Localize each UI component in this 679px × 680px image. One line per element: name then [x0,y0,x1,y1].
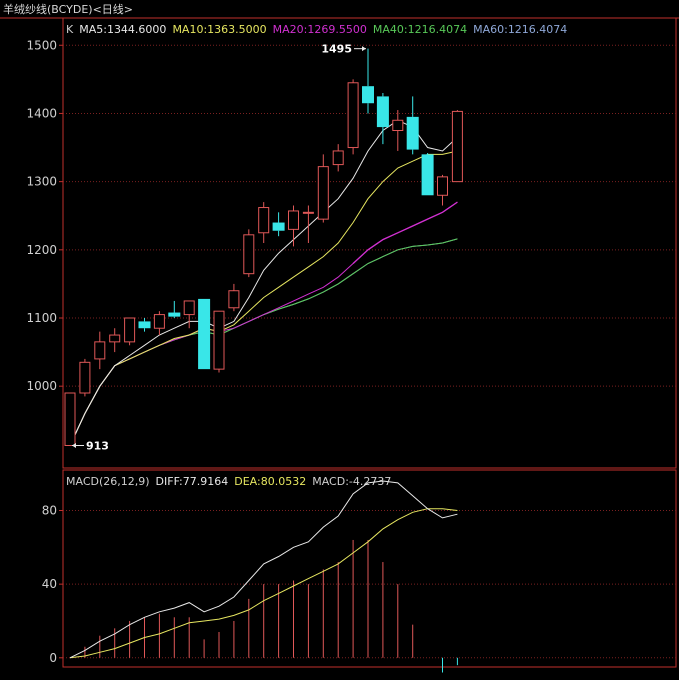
candle [124,317,136,346]
candle-body-up [124,317,136,343]
legend-ma20: MA20:1269.5500 [272,23,367,36]
price-tick-label: 1500 [26,38,57,52]
candle-body-up [302,211,314,214]
candle-body-down [138,321,151,329]
candle [258,202,270,243]
macd-line-diff [69,480,458,659]
candle [272,212,285,237]
candle-body-down [168,312,181,317]
ma-line-ma5 [69,119,458,446]
legend-ma40: MA40:1216.4074 [372,23,468,36]
legend-ma5: MA5:1344.6000 [79,23,167,36]
macd-tick-label: 40 [42,577,57,591]
legend-k: K [66,23,74,36]
price-tick-label: 1000 [26,379,57,393]
chart-title: 羊绒纱线(BCYDE)<日线> [3,3,133,16]
candle-body-up [213,310,225,370]
candle [302,205,314,243]
candle [183,300,195,329]
candle [153,311,165,336]
candle-body-up [347,82,359,149]
candle [347,79,359,155]
legend-diff: DIFF:77.9164 [155,475,229,488]
ma-line-ma20-tail [352,201,458,264]
legend-ma10: MA10:1363.5000 [172,23,267,36]
low-arrow-head [72,443,76,448]
candle-body-up [183,300,195,316]
price-tick-label: 1200 [26,243,57,257]
candle [437,174,448,206]
high-label: 1495 [321,43,352,56]
candle-body-up [317,166,329,220]
candle [64,392,76,446]
high-arrow-head [362,46,366,52]
candle [213,310,225,373]
candle-body-up [243,234,255,275]
legend-dea: DEA:80.0532 [234,475,307,488]
candle [406,96,419,155]
candle-body-up [332,150,344,166]
macd-tick-label: 0 [49,651,57,665]
candle-body-up [79,361,91,394]
candle [332,144,344,172]
candle [94,331,106,370]
price-tick-label: 1300 [26,175,57,189]
low-label: 913 [86,440,109,453]
price-legend: K MA5:1344.6000 MA10:1363.5000 MA20:1269.55… [66,23,573,36]
candle-body-up [451,110,463,183]
candle [138,318,151,332]
candle-body-up [392,119,404,132]
candle [362,48,374,114]
candle-body-up [109,334,121,343]
candle-body-up [288,210,299,230]
candle [243,229,255,278]
candle [317,154,329,223]
candle-body-down [376,96,389,128]
ma-line-ma10 [69,150,458,446]
candle-body-down [421,154,434,196]
candle-body-down [362,86,374,104]
candle [392,110,404,151]
price-tick-label: 1100 [26,311,57,325]
candle [168,300,181,318]
candle [288,205,299,247]
legend-macd: MACD:-4.2737 [312,475,392,488]
candle-body-down [406,116,419,150]
candle-body-down [198,298,211,370]
macd-tick-label: 80 [42,504,57,518]
legend-ma60: MA60:1216.4074 [473,23,568,36]
candle [109,328,121,353]
candle-body-up [437,176,448,196]
macd-legend: MACD(26,12,9) DIFF:77.9164 DEA:80.0532 MACD… [66,475,397,488]
candle [198,298,211,370]
candle-body-up [153,314,165,329]
price-tick-label: 1400 [26,106,57,120]
macd-panel-frame [62,469,677,668]
candle-body-down [272,222,285,231]
candle [421,153,434,196]
legend-macd-name: MACD(26,12,9) [66,475,150,488]
candle-body-up [228,290,240,309]
candle-body-up [64,392,76,446]
candle [79,358,91,397]
price-panel-frame [62,17,677,469]
macd-line-dea [69,508,458,659]
candle-body-up [258,207,270,234]
candle [376,93,389,145]
candle-body-up [94,341,106,360]
candle [451,110,463,183]
candle [228,283,240,312]
